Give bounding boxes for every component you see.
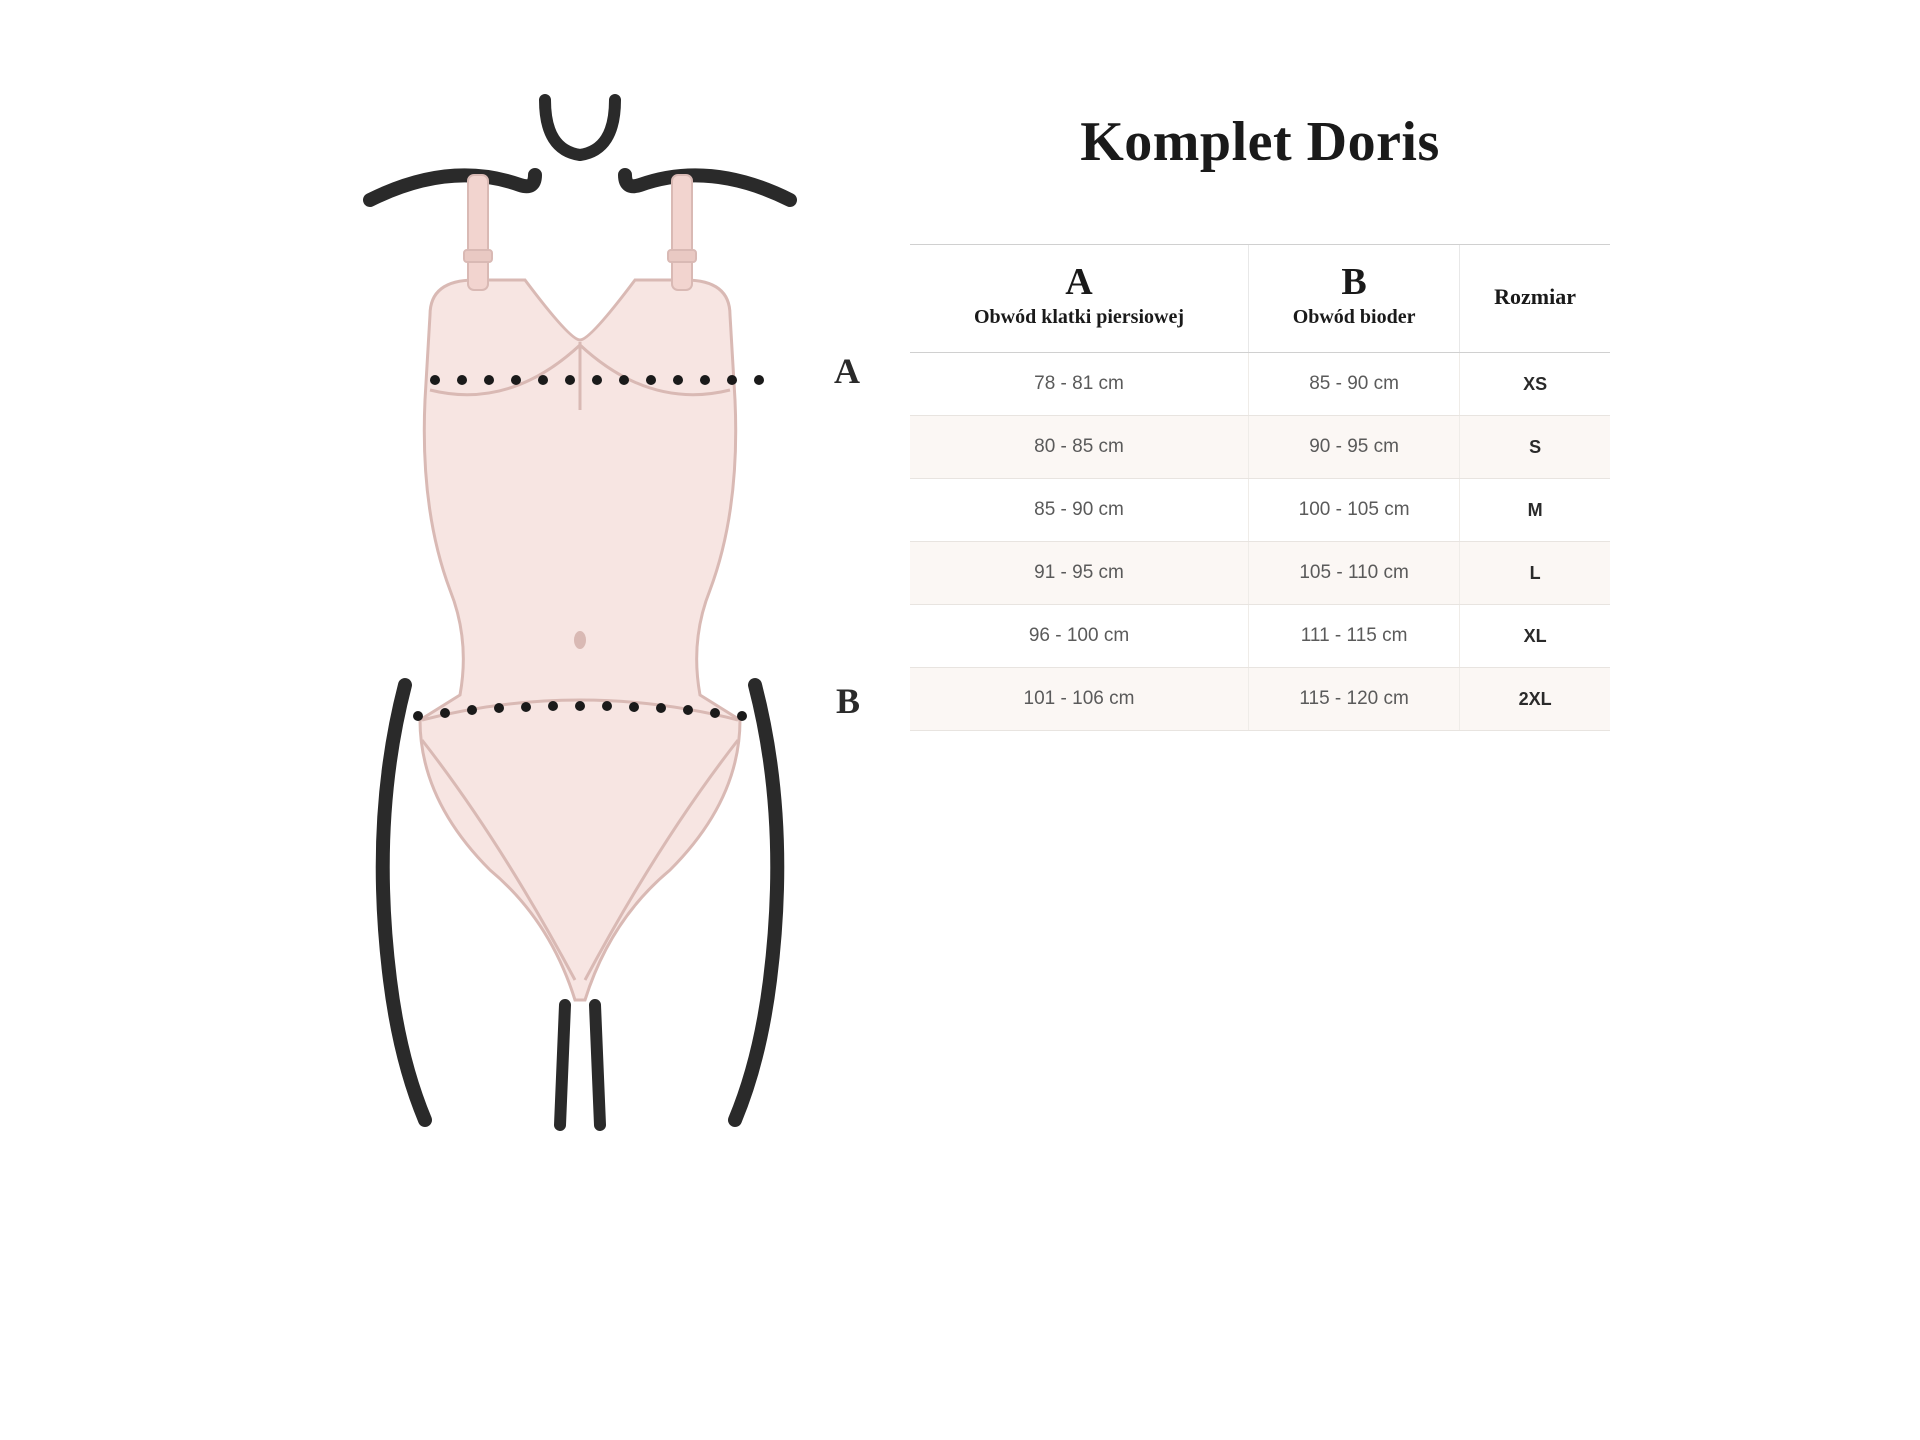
body-figure-svg (310, 80, 850, 1140)
cell-a: 78 - 81 cm (910, 353, 1249, 416)
cell-size: L (1460, 542, 1610, 605)
col-header-size: Rozmiar (1460, 245, 1610, 353)
label-b: B (836, 680, 860, 722)
table-row: 78 - 81 cm85 - 90 cmXS (910, 353, 1610, 416)
cell-size: 2XL (1460, 668, 1610, 731)
page-title: Komplet Doris (910, 110, 1610, 174)
cell-b: 111 - 115 cm (1249, 605, 1460, 668)
measurement-diagram: A B (310, 80, 850, 1140)
table-row: 96 - 100 cm111 - 115 cmXL (910, 605, 1610, 668)
table-row: 91 - 95 cm105 - 110 cmL (910, 542, 1610, 605)
table-row: 101 - 106 cm115 - 120 cm2XL (910, 668, 1610, 731)
cell-b: 90 - 95 cm (1249, 416, 1460, 479)
col-header-a: A Obwód klatki piersiowej (910, 245, 1249, 353)
col-header-b: B Obwód bioder (1249, 245, 1460, 353)
cell-size: XS (1460, 353, 1610, 416)
table-row: 80 - 85 cm90 - 95 cmS (910, 416, 1610, 479)
cell-b: 115 - 120 cm (1249, 668, 1460, 731)
label-a: A (834, 350, 860, 392)
size-table: A Obwód klatki piersiowej B Obwód bioder… (910, 244, 1610, 731)
size-chart-panel: Komplet Doris A Obwód klatki piersiowej … (910, 80, 1610, 731)
cell-b: 105 - 110 cm (1249, 542, 1460, 605)
cell-size: M (1460, 479, 1610, 542)
cell-size: S (1460, 416, 1610, 479)
cell-a: 96 - 100 cm (910, 605, 1249, 668)
cell-a: 91 - 95 cm (910, 542, 1249, 605)
cell-a: 85 - 90 cm (910, 479, 1249, 542)
table-row: 85 - 90 cm100 - 105 cmM (910, 479, 1610, 542)
cell-a: 80 - 85 cm (910, 416, 1249, 479)
cell-b: 100 - 105 cm (1249, 479, 1460, 542)
cell-size: XL (1460, 605, 1610, 668)
cell-b: 85 - 90 cm (1249, 353, 1460, 416)
cell-a: 101 - 106 cm (910, 668, 1249, 731)
